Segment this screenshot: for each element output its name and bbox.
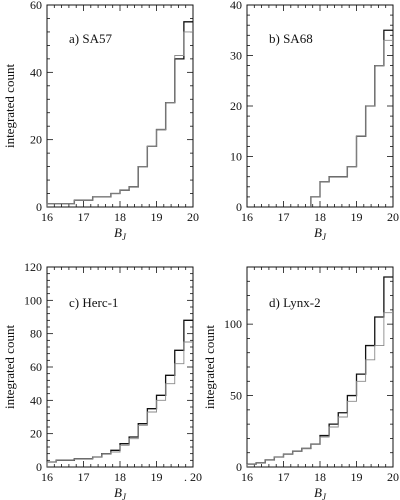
y-tick-label: 20 <box>30 427 42 441</box>
series-dark-step <box>46 21 193 207</box>
panel-4: 16 17 18 19 20 0 50 100 BJ integrated count d) Lyn… <box>202 266 399 500</box>
y-tick-label: 100 <box>224 317 242 331</box>
y-tick-label: 50 <box>230 389 242 403</box>
y-tick-label: 100 <box>24 293 42 307</box>
y-tick-label: 60 <box>30 0 42 12</box>
x-tick-label: 18 <box>114 210 126 224</box>
x-axis-label: BJ <box>314 225 327 242</box>
x-tick-label: 19 <box>351 210 363 224</box>
panel-label: d) Lynx-2 <box>269 295 321 310</box>
series-dark-step <box>310 29 393 207</box>
x-tick-label: 20 <box>187 210 199 224</box>
x-tick-label: 20 <box>387 470 399 484</box>
x-tick-label: 19 <box>151 470 163 484</box>
series-light-step <box>46 31 193 207</box>
panel-3: 16 17 18 19 . 20 0 20 40 60 80 100 120 BJ integrated … <box>2 260 202 500</box>
x-tick-label: . 20 <box>184 470 202 484</box>
panel-2: 16 17 18 19 20 0 10 20 30 40 BJ b) SA68 <box>230 0 399 242</box>
x-tick-label: 19 <box>351 470 363 484</box>
x-tick-label: 18 <box>314 470 326 484</box>
series-light-step <box>46 341 193 467</box>
x-tick-label: 16 <box>241 210 253 224</box>
y-tick-label: 120 <box>24 260 42 274</box>
y-tick-label: 60 <box>30 360 42 374</box>
y-tick-label: 80 <box>30 327 42 341</box>
x-tick-label: 19 <box>151 210 163 224</box>
y-tick-label: 0 <box>236 200 242 214</box>
y-tick-label: 20 <box>230 99 242 113</box>
y-axis-label: integrated count <box>2 325 17 409</box>
x-tick-label: 16 <box>241 470 253 484</box>
x-tick-label: 17 <box>78 470 90 484</box>
panel-1: 16 17 18 19 20 0 20 40 60 BJ integrated count a) SA… <box>2 0 199 242</box>
y-axis-label: integrated count <box>202 325 217 409</box>
x-tick-label: 20 <box>387 210 399 224</box>
x-tick-label: 18 <box>114 470 126 484</box>
x-axis-label: BJ <box>114 485 127 500</box>
y-axis-label: integrated count <box>2 64 17 148</box>
x-axis-label: BJ <box>314 485 327 500</box>
series-light-step <box>310 39 393 207</box>
y-tick-label: 40 <box>230 0 242 12</box>
x-tick-label: 17 <box>278 470 290 484</box>
x-tick-label: 16 <box>41 210 53 224</box>
y-tick-label: 0 <box>236 460 242 474</box>
y-tick-label: 10 <box>230 150 242 164</box>
panel-label: b) SA68 <box>269 31 313 46</box>
y-tick-label: 40 <box>30 393 42 407</box>
y-tick-label: 40 <box>30 65 42 79</box>
series-light-step <box>246 312 393 467</box>
y-tick-label: 0 <box>36 460 42 474</box>
x-axis-label: BJ <box>114 225 127 242</box>
x-tick-label: 18 <box>314 210 326 224</box>
y-tick-label: 0 <box>36 200 42 214</box>
x-tick-label: 17 <box>278 210 290 224</box>
x-tick-label: 17 <box>78 210 90 224</box>
panel-label: c) Herc-1 <box>69 295 118 310</box>
x-tick-label: 16 <box>41 470 53 484</box>
panel-label: a) SA57 <box>69 31 112 46</box>
y-tick-label: 30 <box>230 49 242 63</box>
y-tick-label: 20 <box>30 133 42 147</box>
